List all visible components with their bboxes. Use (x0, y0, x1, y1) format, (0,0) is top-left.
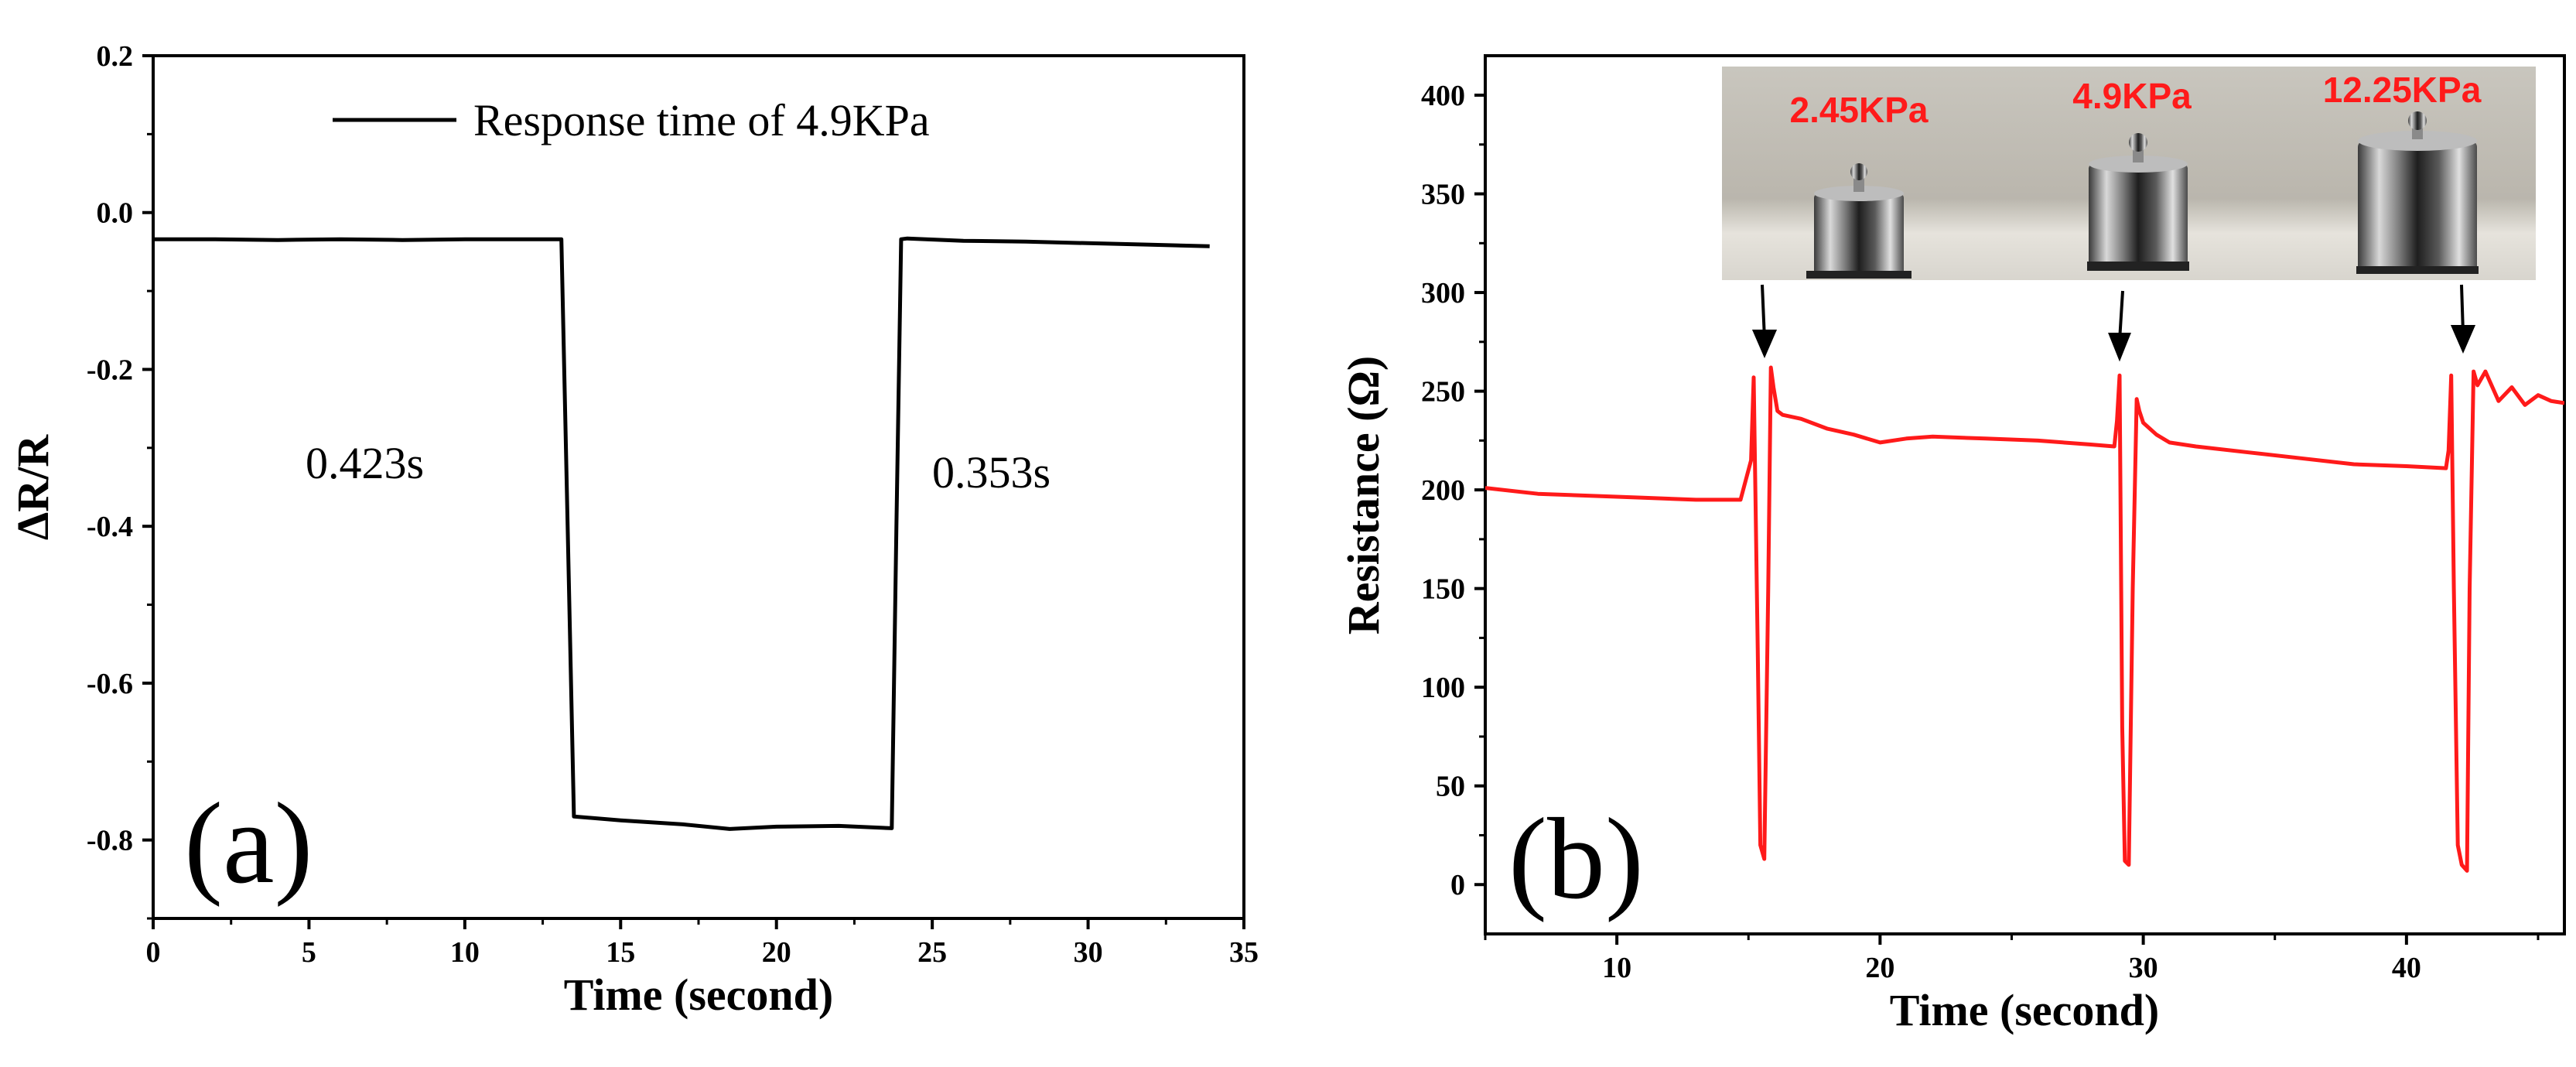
panel-b-y-tick-label: 350 (1421, 179, 1465, 211)
pressure-label-2: 4.9KPa (2072, 76, 2192, 116)
arrowhead-1 (1751, 330, 1778, 359)
panel-b-y-tick-label: 100 (1421, 672, 1465, 704)
panel-b-x-axis-title: Time (second) (1890, 985, 2160, 1035)
panel-b-x-tick-label: 20 (1865, 952, 1894, 984)
panel-a-y-ticks: 0.2 0.0 -0.2 -0.4 -0.6 -0.8 (87, 40, 153, 920)
panel-b-y-tick-label: 0 (1450, 869, 1465, 901)
arrowhead-2 (2108, 333, 2131, 362)
panel-a-x-tick-label: 5 (302, 936, 316, 969)
panel-b-series-line (1485, 365, 2564, 873)
panel-a-y-tick-label: -0.8 (87, 825, 133, 857)
panel-a-legend-label: Response time of 4.9KPa (473, 95, 930, 145)
panel-b-x-tick-label: 40 (2392, 952, 2421, 984)
panel-b-x-ticks: 10 20 30 40 (1484, 934, 2540, 984)
panel-b-y-tick-label: 200 (1421, 474, 1465, 507)
panel-a-x-tick-label: 20 (762, 936, 791, 969)
panel-a-response-annotation: 0.423s (306, 438, 424, 488)
arrow-2 (2118, 290, 2124, 341)
pressure-arrows (1751, 284, 2476, 362)
panel-a-y-tick-label: -0.4 (87, 511, 133, 543)
panel-a-x-tick-label: 0 (146, 936, 161, 969)
panel-a-y-tick-label: 0.2 (97, 40, 134, 73)
panel-b-chart: 10 20 30 40 0 50 100 150 200 250 300 350 400 (1338, 54, 2566, 1035)
panel-b-y-tick-label: 250 (1421, 376, 1465, 409)
panel-a-recovery-annotation: 0.353s (932, 447, 1051, 498)
panel-b-y-tick-label: 300 (1421, 277, 1465, 309)
panel-a-x-tick-label: 15 (606, 936, 635, 969)
panel-b-y-axis-title: Resistance (Ω) (1338, 356, 1389, 635)
panel-a-series-line (153, 236, 1210, 831)
pressure-label-3: 12.25KPa (2323, 70, 2482, 110)
panel-a-tag: (a) (184, 779, 313, 908)
panel-a-y-tick-label: -0.2 (87, 354, 133, 386)
panel-b-plot-frame (1484, 54, 2566, 935)
panel-a-x-tick-label: 10 (450, 936, 480, 969)
weight-photo-1: 2.45KPa (1722, 67, 1997, 280)
panel-a-x-tick-label: 25 (917, 936, 947, 969)
panel-b-y-tick-label: 150 (1421, 573, 1465, 606)
panel-b-x-tick-label: 10 (1602, 952, 1631, 984)
panel-b-y-tick-label: 50 (1436, 771, 1465, 803)
panel-a-y-tick-label: -0.6 (87, 668, 133, 700)
panel-a-y-axis-title: ΔR/R (8, 434, 58, 540)
arrow-3 (2460, 284, 2465, 333)
arrowhead-3 (2450, 325, 2476, 354)
panel-b-y-ticks: 0 50 100 150 200 250 300 350 400 (1421, 80, 1485, 901)
panel-b-tag: (b) (1508, 795, 1644, 923)
pressure-label-1: 2.45KPa (1789, 90, 1928, 130)
panel-a-x-ticks: 0 5 10 15 20 25 30 35 (146, 918, 1259, 969)
panel-a-x-tick-label: 35 (1229, 936, 1259, 969)
panel-a-x-axis-title: Time (second) (564, 970, 834, 1020)
weight-photo-3: 12.25KPa (2267, 67, 2536, 280)
panel-a-y-tick-label: 0.0 (97, 197, 134, 230)
weights-photo-inset: 2.45KPa 4.9KPa 12.25KPa (1722, 67, 2536, 280)
panel-a-x-tick-label: 30 (1074, 936, 1103, 969)
weight-photo-2: 4.9KPa (1997, 67, 2267, 280)
panel-b-y-tick-label: 400 (1421, 80, 1465, 112)
panel-a-chart: 0 5 10 15 20 25 30 35 0.2 0.0 -0.2 -0.4 -0.6 -0.8 Re… (8, 40, 1259, 1020)
panel-b-x-tick-label: 30 (2129, 952, 2158, 984)
